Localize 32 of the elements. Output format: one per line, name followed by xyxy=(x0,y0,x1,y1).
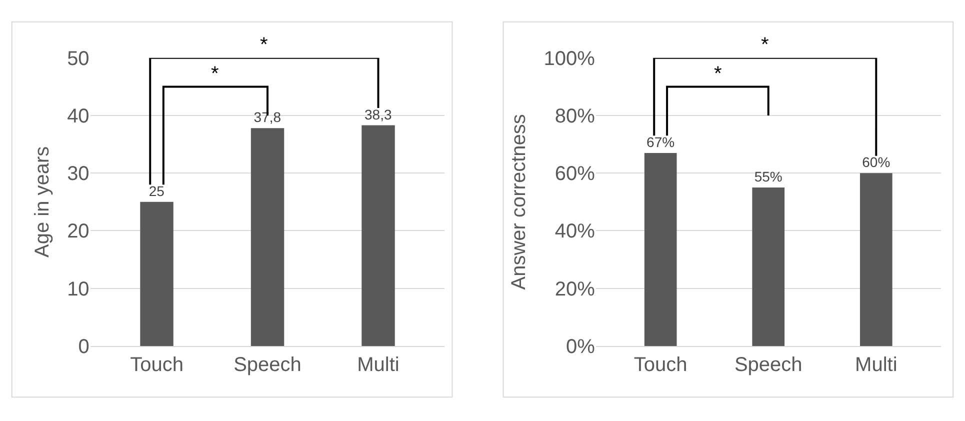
data-label: 67% xyxy=(646,134,675,150)
y-axis-title: Answer correctness xyxy=(508,114,530,290)
x-tick-label: Touch xyxy=(634,354,688,376)
x-tick-label: Speech xyxy=(234,354,302,376)
y-tick-label: 40 xyxy=(67,106,90,128)
y-tick-label: 20 xyxy=(67,220,90,243)
y-axis-title: Age in years xyxy=(32,146,54,258)
bar xyxy=(140,202,174,346)
y-tick-label: 40% xyxy=(554,220,596,243)
y-tick-label: 50 xyxy=(67,48,90,70)
x-tick-label: Multi xyxy=(357,354,400,376)
annotation: * xyxy=(714,63,722,85)
annotation: * xyxy=(211,63,219,85)
y-tick-label: 30 xyxy=(67,163,90,186)
text: * xyxy=(761,34,769,56)
x-tick-label: Speech xyxy=(734,354,802,376)
y-tick-label: 80% xyxy=(554,106,596,128)
bar xyxy=(362,125,395,346)
data-label: 55% xyxy=(754,168,782,185)
x-tick-label: Multi xyxy=(855,354,898,376)
x-tick-label: Touch xyxy=(130,354,184,376)
bar xyxy=(250,128,284,346)
y-tick-label: 0 xyxy=(78,336,90,358)
data-label: 25 xyxy=(148,182,165,199)
data-label: 60% xyxy=(862,154,890,170)
text: * xyxy=(260,34,268,56)
data-label: 38,3 xyxy=(364,106,392,122)
y-tick-label: 20% xyxy=(554,278,596,300)
y-tick-label: 60% xyxy=(554,163,596,186)
y-tick-label: 10 xyxy=(67,278,90,300)
y-tick-label: 100% xyxy=(544,48,596,70)
y-tick-label: 0% xyxy=(566,336,596,358)
